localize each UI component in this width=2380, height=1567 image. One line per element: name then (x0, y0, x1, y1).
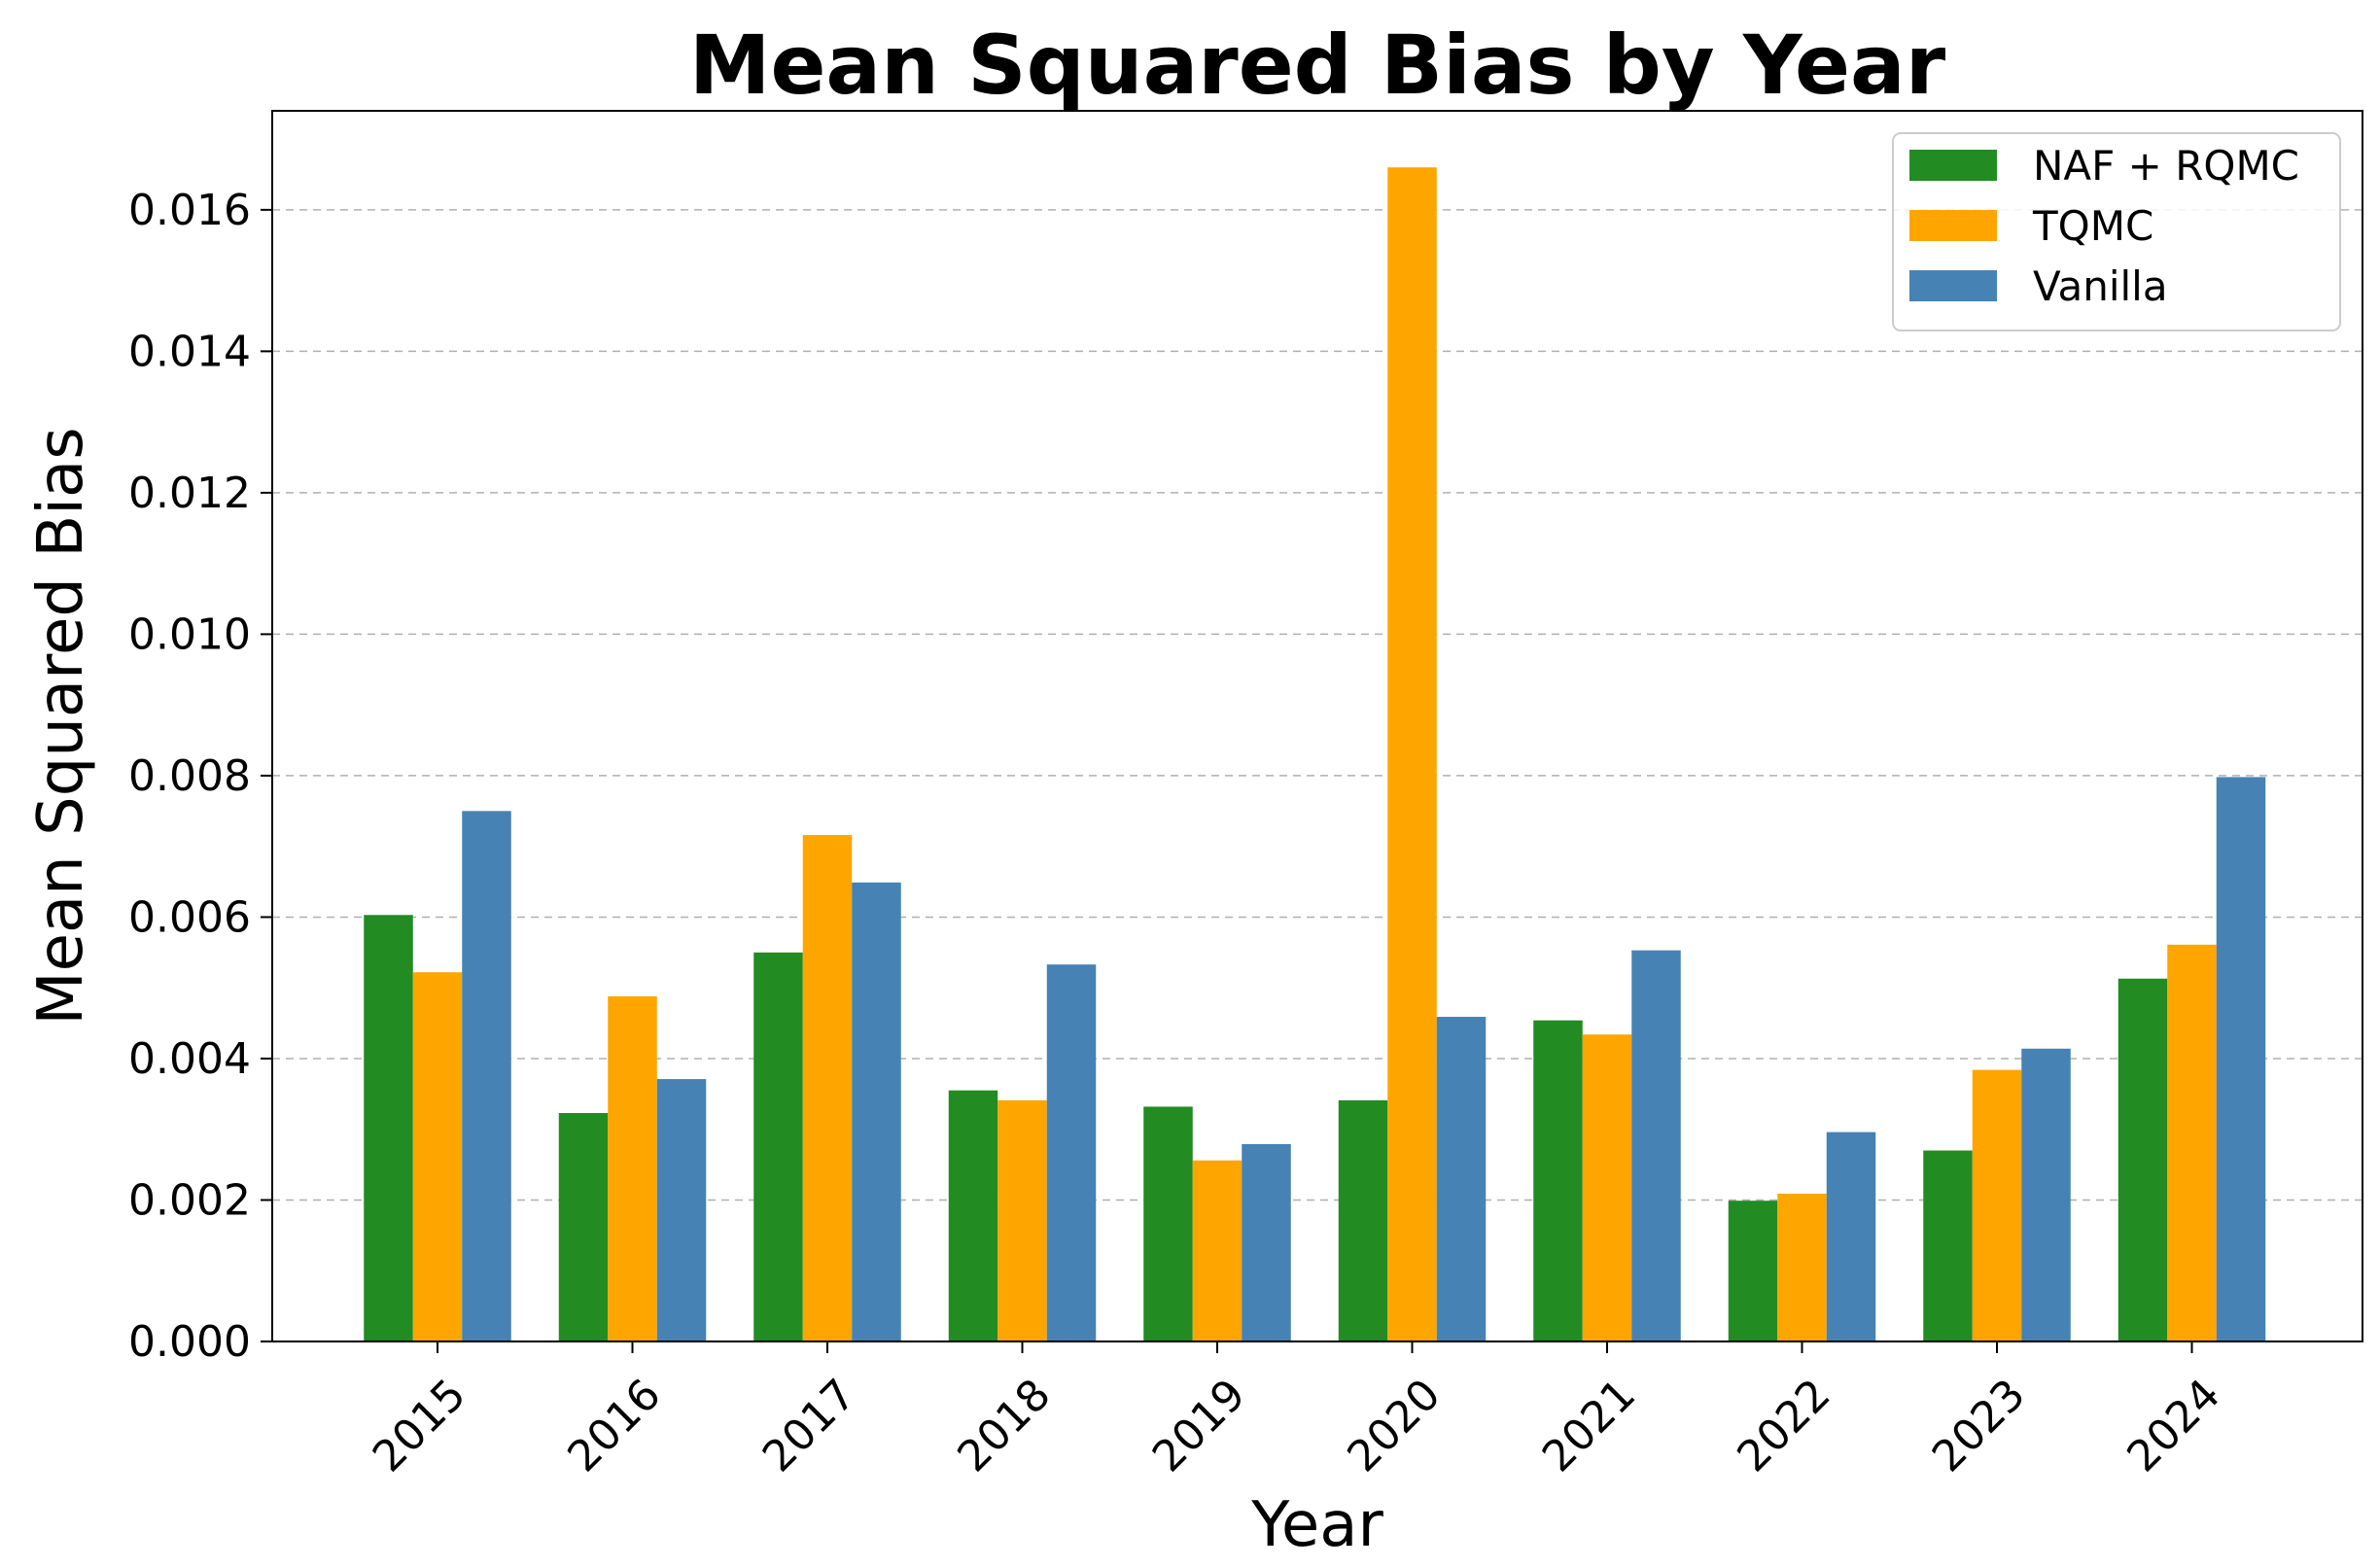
bar-vanilla-2021 (1631, 950, 1681, 1341)
bar-vanilla-2019 (1242, 1144, 1291, 1341)
bar-tqmc-2022 (1777, 1193, 1827, 1341)
plot-frame (271, 110, 2363, 1342)
y-tick-label: 0.002 (128, 1175, 251, 1225)
y-tick-label: 0.008 (128, 751, 251, 801)
y-tick-label: 0.016 (128, 186, 251, 235)
bar-tqmc-2018 (998, 1099, 1047, 1341)
bar-naf-rqmc-2018 (948, 1090, 998, 1341)
legend-label: NAF + RQMC (2033, 142, 2299, 190)
bar-vanilla-2022 (1826, 1132, 1876, 1341)
y-tick-label: 0.004 (128, 1034, 251, 1084)
legend-label: Vanilla (2033, 262, 2168, 310)
y-tick-label: 0.006 (128, 892, 251, 942)
bar-tqmc-2015 (412, 972, 463, 1341)
bar-tqmc-2023 (1972, 1069, 2022, 1341)
y-axis-title: Mean Squared Bias (25, 427, 97, 1025)
legend-label: TQMC (2032, 202, 2153, 250)
legend-swatch (1909, 150, 1997, 181)
legend: NAF + RQMC TQMC Vanilla (1892, 132, 2341, 331)
bar-tqmc-2017 (802, 835, 853, 1341)
legend-swatch (1909, 270, 1997, 301)
y-tick-label: 0.000 (128, 1317, 251, 1367)
bar-vanilla-2024 (2216, 777, 2266, 1341)
bar-naf-rqmc-2015 (364, 915, 413, 1341)
bar-naf-rqmc-2021 (1533, 1020, 1583, 1341)
y-tick-label: 0.012 (128, 469, 251, 518)
bar-naf-rqmc-2017 (753, 952, 803, 1341)
bar-vanilla-2020 (1436, 1017, 1487, 1341)
bar-tqmc-2019 (1192, 1160, 1242, 1341)
bar-naf-rqmc-2016 (558, 1112, 609, 1341)
bar-vanilla-2017 (852, 882, 901, 1341)
bar-naf-rqmc-2020 (1338, 1099, 1388, 1341)
bar-naf-rqmc-2024 (2118, 978, 2168, 1341)
bar-tqmc-2020 (1387, 167, 1437, 1341)
bar-naf-rqmc-2022 (1728, 1201, 1778, 1341)
bar-tqmc-2021 (1582, 1034, 1632, 1341)
y-tick-label: 0.010 (128, 609, 251, 659)
bar-vanilla-2018 (1046, 964, 1097, 1341)
bars (364, 167, 2266, 1341)
bar-tqmc-2016 (608, 995, 657, 1341)
chart-title: Mean Squared Bias by Year (689, 17, 1946, 113)
bar-vanilla-2016 (656, 1079, 707, 1341)
bar-vanilla-2015 (462, 811, 511, 1341)
bar-naf-rqmc-2023 (1923, 1150, 1973, 1341)
bar-naf-rqmc-2019 (1143, 1106, 1193, 1341)
bar-tqmc-2024 (2167, 944, 2217, 1341)
legend-frame (1892, 132, 2341, 331)
x-axis-title: Year (1250, 1489, 1383, 1561)
y-axis: 0.000 0.002 0.004 0.006 0.008 0.010 0.012 0.014… (128, 186, 272, 1367)
y-tick-label: 0.014 (128, 327, 251, 376)
bar-vanilla-2023 (2021, 1048, 2071, 1341)
legend-swatch (1909, 210, 1997, 241)
